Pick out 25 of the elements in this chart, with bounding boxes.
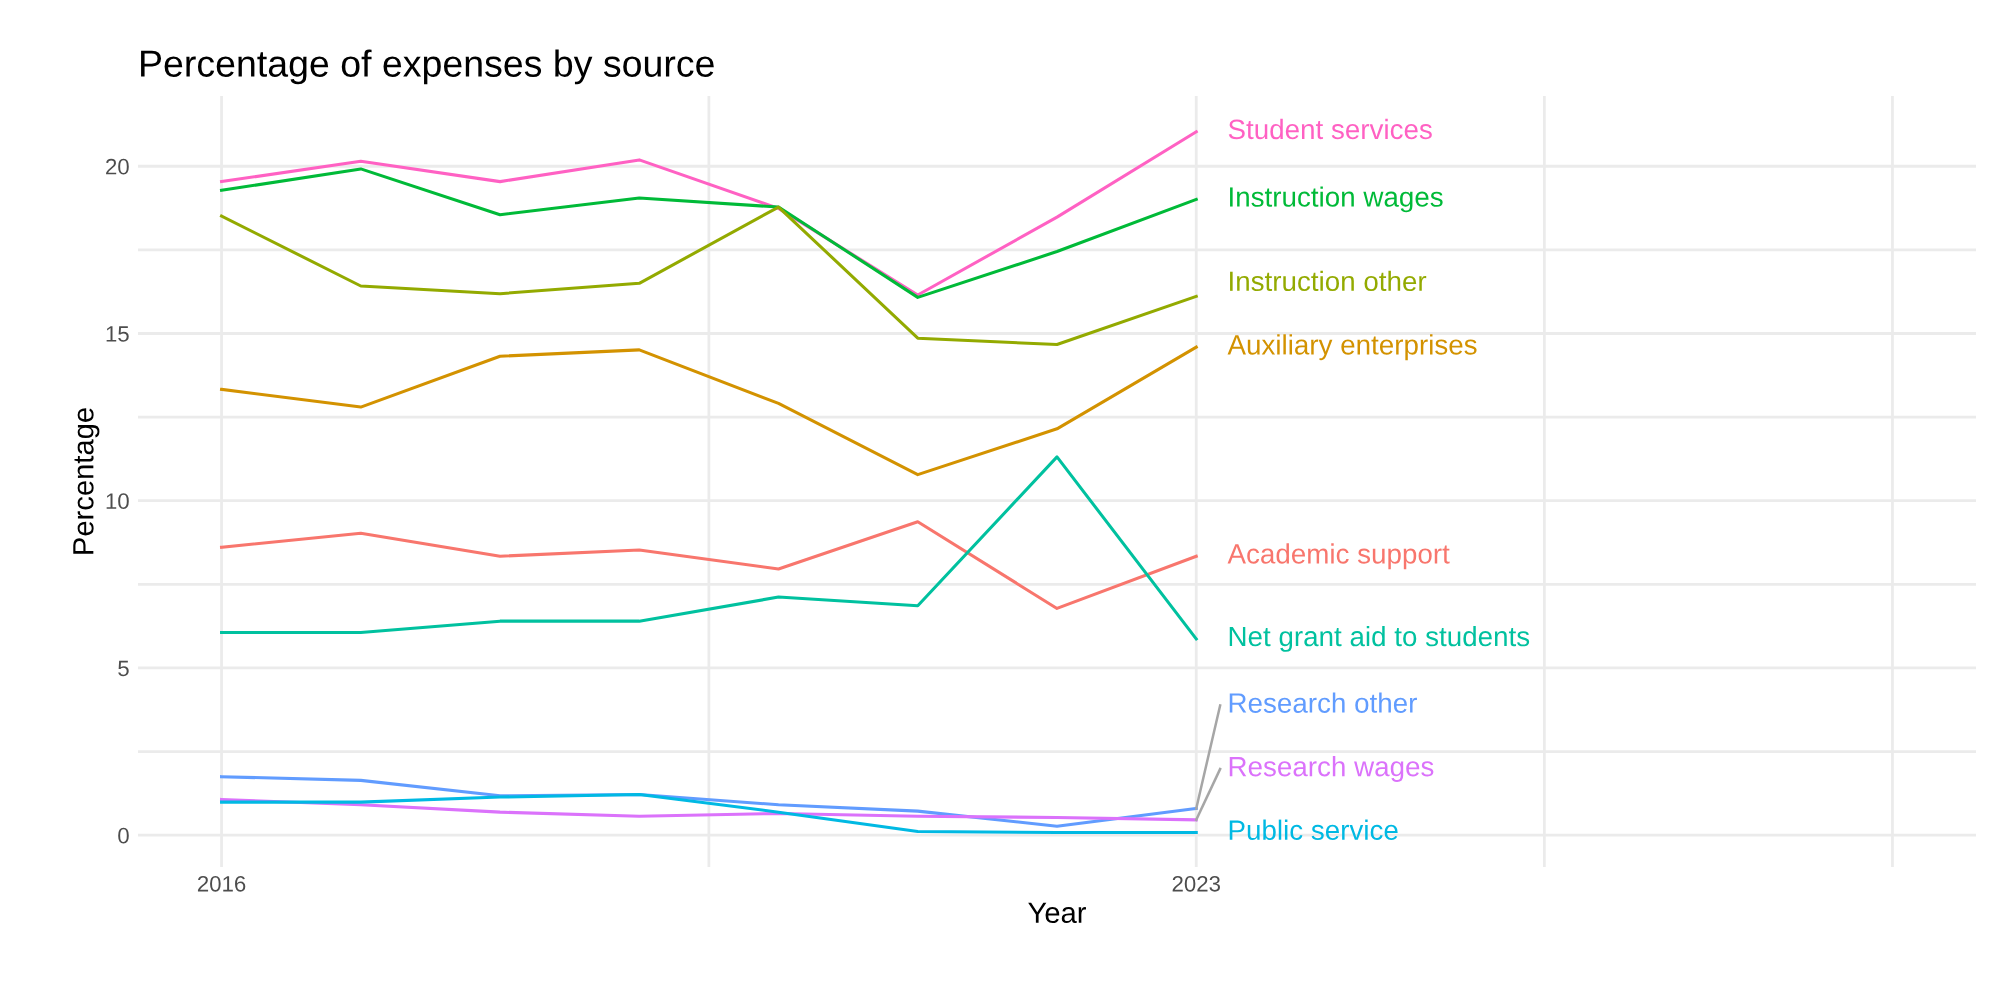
text: Research other	[1229, 692, 1417, 713]
series-label: Academic support	[1227, 543, 1450, 570]
y-tick-label: 0	[118, 827, 129, 844]
y-axis-title: Percentage	[73, 408, 100, 554]
line-series	[220, 520, 1198, 610]
series-label: Student services	[1228, 118, 1432, 140]
x-tick-label: 2023	[1172, 875, 1220, 892]
line-series	[220, 205, 1198, 347]
y-tick-label: 5	[118, 660, 129, 677]
y-tick-label: 20	[106, 158, 129, 175]
x-tick-label: 2016	[197, 875, 246, 892]
chart-title: Percentage of expenses by source	[141, 49, 714, 85]
line-series	[220, 455, 1198, 641]
series-label: Research wages	[1229, 756, 1434, 782]
series-label: Instruction wages	[1230, 186, 1443, 213]
y-tick-label: 10	[106, 493, 129, 509]
series-label: Instruction other	[1230, 270, 1427, 292]
x-axis-title: Year	[1028, 902, 1086, 924]
line-series	[220, 792, 1198, 835]
series-label: Auxiliary enterprises	[1227, 334, 1477, 361]
line-series	[220, 345, 1198, 477]
series-label: Public service	[1229, 819, 1398, 840]
line-series	[220, 167, 1198, 299]
y-tick-label: 15	[106, 326, 129, 342]
series-label: Net grant aid to students	[1229, 625, 1530, 652]
